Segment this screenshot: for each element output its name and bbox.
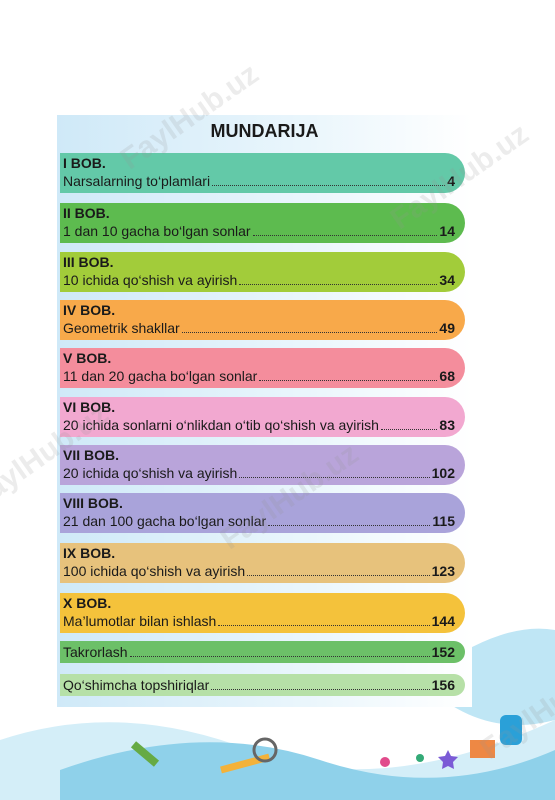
chapter-label: IX BOB.	[63, 545, 116, 561]
dot-leader	[268, 525, 431, 526]
dot-leader	[181, 332, 438, 333]
page-number: 123	[431, 563, 455, 579]
entry-title: Qo‘shimcha topshiriqlar	[63, 677, 210, 693]
entry-line: Narsalarning to‘plamlari 4	[63, 172, 455, 190]
toc-entry: VI BOB. 20 ichida sonlarni o‘nlikdan o‘ti…	[60, 397, 465, 437]
dot-leader	[259, 380, 438, 381]
entry-line: 100 ichida qo‘shish va ayirish 123	[63, 562, 455, 580]
entry-title: Geometrik shakllar	[63, 320, 180, 336]
entry-title: 10 ichida qo‘shish va ayirish	[63, 272, 238, 288]
dot-leader	[380, 429, 438, 430]
page-number: 14	[439, 223, 455, 239]
entry-line: Qo‘shimcha topshiriqlar 156	[63, 676, 455, 694]
chapter-label: I BOB.	[63, 155, 106, 171]
dot-leader	[211, 689, 430, 690]
chapter-label: X BOB.	[63, 595, 112, 611]
entry-title: Takrorlash	[63, 644, 128, 660]
entry-line: 20 ichida sonlarni o‘nlikdan o‘tib qo‘sh…	[63, 416, 455, 434]
dot-leader	[218, 625, 430, 626]
page-number: 34	[439, 272, 455, 288]
toc-entry: IX BOB. 100 ichida qo‘shish va ayirish 123	[60, 543, 465, 583]
page-number: 68	[439, 368, 455, 384]
toc-panel: MUNDARIJA I BOB. Narsalarning to‘plamlari…	[57, 115, 472, 707]
dot-leader	[252, 235, 438, 236]
toc-entry: II BOB. 1 dan 10 gacha bo‘lgan sonlar 14	[60, 203, 465, 243]
chapter-label: III BOB.	[63, 254, 114, 270]
page-number: 144	[431, 613, 455, 629]
entry-title: 21 dan 100 gacha bo‘lgan sonlar	[63, 513, 267, 529]
toc-entry: I BOB. Narsalarning to‘plamlari 4	[60, 153, 465, 193]
page-number: 49	[439, 320, 455, 336]
entry-line: Ma’lumotlar bilan ishlash 144	[63, 612, 455, 630]
chapter-label: IV BOB.	[63, 302, 116, 318]
toc-entry: Takrorlash 152	[60, 641, 465, 663]
toc-entry: Qo‘shimcha topshiriqlar 156	[60, 674, 465, 696]
entry-line: Geometrik shakllar 49	[63, 319, 455, 337]
entry-line: 10 ichida qo‘shish va ayirish 34	[63, 271, 455, 289]
dot-leader	[239, 284, 438, 285]
toc-entry: III BOB. 10 ichida qo‘shish va ayirish 34	[60, 252, 465, 292]
entry-line: 21 dan 100 gacha bo‘lgan sonlar 115	[63, 512, 455, 530]
page-number: 102	[431, 465, 455, 481]
page-number: 83	[439, 417, 455, 433]
page-number: 156	[431, 677, 455, 693]
entry-line: 1 dan 10 gacha bo‘lgan sonlar 14	[63, 222, 455, 240]
entry-title: Narsalarning to‘plamlari	[63, 173, 211, 189]
entry-title: 100 ichida qo‘shish va ayirish	[63, 563, 246, 579]
chapter-label: VIII BOB.	[63, 495, 123, 511]
toc-entry: VIII BOB. 21 dan 100 gacha bo‘lgan sonlar…	[60, 493, 465, 533]
chapter-label: VII BOB.	[63, 447, 120, 463]
toc-entry: V BOB. 11 dan 20 gacha bo‘lgan sonlar 68	[60, 348, 465, 388]
entry-title: 1 dan 10 gacha bo‘lgan sonlar	[63, 223, 251, 239]
entry-line: Takrorlash 152	[63, 643, 455, 661]
entry-title: Ma’lumotlar bilan ishlash	[63, 613, 217, 629]
dot-leader	[239, 477, 430, 478]
bottom-decoration	[0, 628, 555, 800]
page-number: 152	[431, 644, 455, 660]
chapter-label: II BOB.	[63, 205, 110, 221]
entry-line: 20 ichida qo‘shish va ayirish 102	[63, 464, 455, 482]
toc-title: MUNDARIJA	[210, 121, 319, 141]
page-number: 4	[447, 173, 455, 189]
dot-leader	[129, 656, 430, 657]
dot-leader	[212, 185, 446, 186]
toc-entry: X BOB. Ma’lumotlar bilan ishlash 144	[60, 593, 465, 633]
entry-title: 11 dan 20 gacha bo‘lgan sonlar	[63, 368, 258, 384]
toc-entry: VII BOB. 20 ichida qo‘shish va ayirish 102	[60, 445, 465, 485]
chapter-label: VI BOB.	[63, 399, 116, 415]
entry-title: 20 ichida sonlarni o‘nlikdan o‘tib qo‘sh…	[63, 417, 379, 433]
toc-entry: IV BOB. Geometrik shakllar 49	[60, 300, 465, 340]
dot-leader	[247, 575, 430, 576]
page-number: 115	[432, 513, 455, 529]
entry-line: 11 dan 20 gacha bo‘lgan sonlar 68	[63, 367, 455, 385]
entry-title: 20 ichida qo‘shish va ayirish	[63, 465, 238, 481]
chapter-label: V BOB.	[63, 350, 112, 366]
